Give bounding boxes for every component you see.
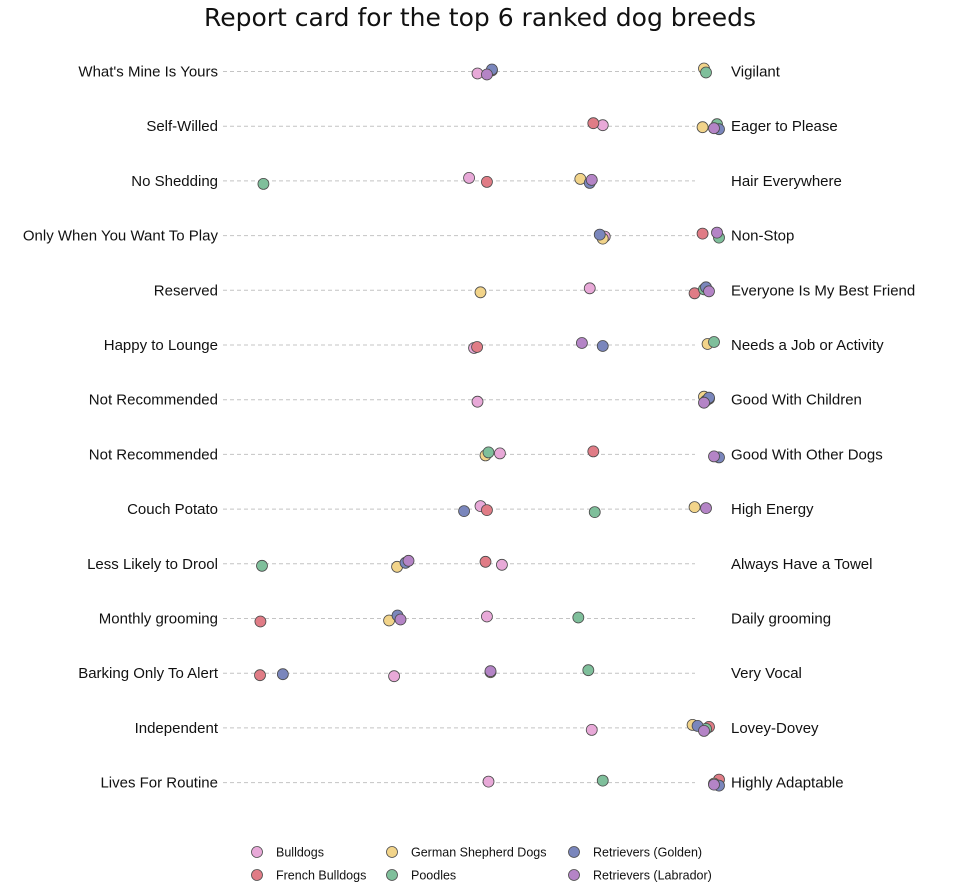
legend-swatch [568, 846, 580, 858]
trait-left-label: Reserved [154, 282, 218, 299]
data-point [482, 446, 495, 459]
trait-left-label: Self-Willed [146, 118, 218, 135]
data-point [463, 171, 475, 184]
data-point [696, 121, 709, 134]
data-point [688, 501, 701, 514]
trait-left-label: Less Likely to Drool [87, 556, 218, 573]
data-point [585, 724, 598, 736]
data-point [481, 68, 493, 81]
trait-left-label: No Shedding [131, 173, 218, 190]
data-point [394, 613, 407, 626]
data-point [596, 774, 609, 787]
data-point [254, 615, 267, 628]
data-points [254, 62, 725, 792]
data-point [474, 286, 487, 299]
data-point [588, 506, 601, 518]
data-point [582, 664, 595, 677]
trait-right-label: Eager to Please [731, 118, 838, 135]
trait-right-label: Hair Everywhere [731, 173, 842, 190]
trait-right-label: Good With Other Dogs [731, 446, 883, 463]
data-point [402, 554, 415, 567]
data-point [708, 336, 720, 348]
data-point [708, 450, 720, 463]
legend-label: Bulldogs [276, 846, 324, 860]
data-point [482, 775, 495, 788]
data-point [494, 447, 506, 460]
data-point [484, 665, 497, 678]
legend: Bulldogs French Bulldogs German Shepherd D… [251, 846, 712, 883]
legend-label: German Shepherd Dogs [411, 846, 547, 860]
data-point [471, 395, 484, 408]
trait-right-label: Daily grooming [731, 611, 831, 628]
trait-right-label: Everyone Is My Best Friend [731, 282, 915, 299]
data-point [458, 505, 470, 518]
trait-left-label: Not Recommended [89, 392, 218, 409]
data-point [256, 559, 268, 572]
trait-left-label: Couch Potato [127, 501, 218, 518]
trait-left-label: Independent [135, 720, 219, 737]
legend-swatch [251, 846, 263, 858]
legend-swatch [251, 869, 263, 881]
data-point [587, 445, 600, 458]
data-point [479, 555, 492, 568]
trait-left-label: Monthly grooming [99, 611, 218, 628]
trait-labels: What's Mine Is Yours Vigilant Self-Willed E… [23, 64, 915, 792]
data-point [496, 558, 508, 571]
data-point [698, 725, 710, 737]
data-point [696, 227, 709, 240]
data-point [596, 340, 609, 352]
legend-swatch [386, 846, 398, 858]
data-point [481, 504, 493, 517]
data-point [708, 778, 720, 791]
legend-label: Poodles [411, 869, 456, 883]
chart-title: Report card for the top 6 ranked dog bre… [204, 3, 756, 32]
data-point [576, 337, 588, 349]
data-point [583, 282, 596, 295]
data-point [587, 117, 600, 130]
data-point [257, 177, 270, 190]
trait-left-label: Only When You Want To Play [23, 228, 219, 245]
legend-label: Retrievers (Labrador) [593, 869, 712, 883]
data-point [585, 173, 598, 186]
trait-right-label: Needs a Job or Activity [731, 337, 884, 354]
legend-label: French Bulldogs [276, 869, 366, 883]
data-point [388, 670, 401, 683]
legend-label: Retrievers (Golden) [593, 846, 702, 860]
data-point [572, 611, 585, 624]
trait-left-label: Lives For Routine [100, 775, 218, 792]
trait-right-label: High Energy [731, 501, 814, 518]
trait-left-label: Barking Only To Alert [78, 665, 219, 682]
data-point [254, 669, 266, 682]
legend-swatch [568, 869, 580, 881]
trait-right-label: Vigilant [731, 64, 781, 81]
trait-left-label: What's Mine Is Yours [78, 64, 218, 81]
data-point [276, 668, 289, 681]
data-point [703, 285, 715, 298]
trait-right-label: Non-Stop [731, 228, 794, 245]
trait-right-label: Always Have a Towel [731, 556, 872, 573]
data-point [708, 122, 720, 135]
trait-left-label: Not Recommended [89, 446, 218, 463]
data-point [700, 66, 712, 79]
data-point [711, 226, 723, 239]
data-point [700, 502, 712, 515]
trait-right-label: Lovey-Dovey [731, 720, 819, 737]
trait-guides [223, 71, 695, 784]
data-point [481, 175, 493, 188]
trait-right-label: Very Vocal [731, 665, 802, 682]
legend-swatch [386, 869, 398, 881]
data-point [593, 228, 606, 241]
data-point [698, 396, 710, 409]
trait-left-label: Happy to Lounge [104, 337, 218, 354]
data-point [481, 610, 493, 623]
trait-right-label: Highly Adaptable [731, 775, 844, 792]
trait-right-label: Good With Children [731, 392, 862, 409]
data-point [471, 341, 483, 353]
